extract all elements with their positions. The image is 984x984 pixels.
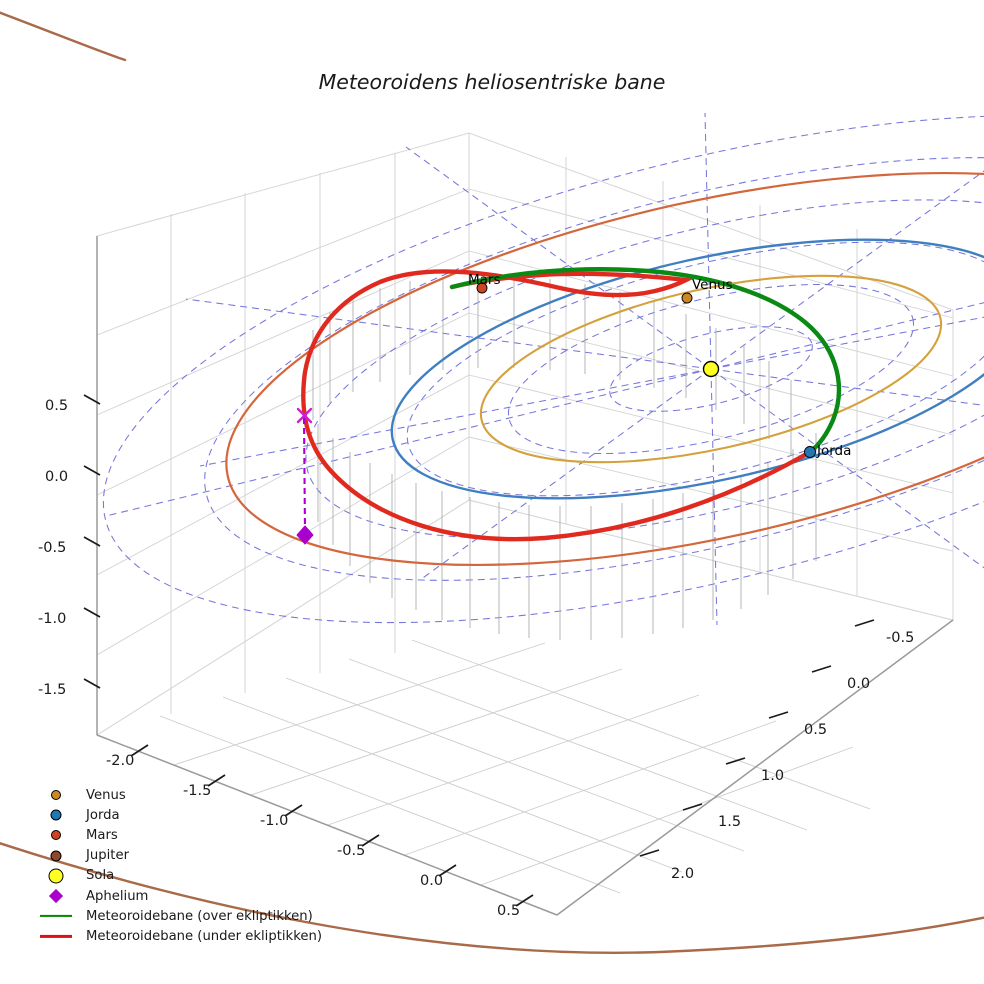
mars-marker-icon bbox=[476, 282, 488, 294]
x-tick-5: 0.5 bbox=[497, 903, 521, 919]
y-tick-3: 1.0 bbox=[761, 768, 785, 784]
legend-label-meteoroid-above: Meteoroidebane (over ekliptikken) bbox=[86, 908, 313, 924]
axis-spines bbox=[96, 236, 954, 916]
aphelium-legend-marker-icon bbox=[38, 886, 82, 906]
meteoroid-orbit-below-ecliptic bbox=[301, 269, 813, 542]
legend: Venus Jorda Mars Jupiter Sola bbox=[38, 785, 322, 947]
venus-legend-marker-icon bbox=[38, 785, 82, 805]
sola-marker-icon bbox=[702, 360, 720, 378]
legend-label-jorda: Jorda bbox=[86, 807, 120, 823]
legend-label-mars: Mars bbox=[86, 827, 118, 843]
y-tick-1: 0.0 bbox=[847, 676, 871, 692]
legend-label-jupiter: Jupiter bbox=[86, 848, 129, 864]
y-tick-0: -0.5 bbox=[886, 630, 915, 646]
x-tick-3: -0.5 bbox=[337, 843, 366, 859]
orbit-venus bbox=[479, 274, 943, 464]
z-tick-2: -0.5 bbox=[38, 540, 67, 556]
right-pane-gridlines bbox=[468, 157, 954, 596]
legend-item-meteoroid-below: Meteoroidebane (under ekliptikken) bbox=[38, 926, 322, 946]
mars-legend-marker-icon bbox=[38, 825, 82, 845]
floor-gridlines bbox=[159, 639, 871, 894]
legend-item-jupiter: Jupiter bbox=[38, 846, 322, 866]
z-tick-0: 0.5 bbox=[45, 398, 69, 414]
legend-item-venus: Venus bbox=[38, 785, 322, 805]
legend-item-jorda: Jorda bbox=[38, 805, 322, 825]
jorda-label: Jorda bbox=[817, 443, 852, 459]
legend-item-meteoroid-above: Meteoroidebane (over ekliptikken) bbox=[38, 906, 322, 926]
x-tick-2: -1.0 bbox=[260, 813, 289, 829]
x-tick-1: -1.5 bbox=[183, 783, 212, 799]
meteoroid-below-legend-line-icon bbox=[38, 926, 82, 946]
venus-label: Venus bbox=[692, 277, 733, 293]
legend-item-mars: Mars bbox=[38, 825, 322, 845]
legend-label-meteoroid-below: Meteoroidebane (under ekliptikken) bbox=[86, 928, 322, 944]
page-title: Meteoroidens heliosentriske bane bbox=[318, 70, 666, 94]
z-tick-1: 0.0 bbox=[45, 469, 69, 485]
y-tick-2: 0.5 bbox=[804, 722, 828, 738]
y-tick-5: 2.0 bbox=[671, 866, 695, 882]
legend-item-sola: Sola bbox=[38, 866, 322, 886]
venus-marker-icon bbox=[681, 292, 693, 304]
z-tick-4: -1.5 bbox=[38, 682, 67, 698]
jorda-legend-marker-icon bbox=[38, 805, 82, 825]
projection-droplines bbox=[312, 275, 817, 640]
aphelion-marker-icon bbox=[296, 525, 314, 545]
x-tick-0: -2.0 bbox=[106, 753, 135, 769]
legend-item-aphelium: Aphelium bbox=[38, 886, 322, 906]
orbit-mars bbox=[225, 172, 984, 566]
polar-grid-ecliptic bbox=[102, 112, 984, 626]
jorda-marker-icon bbox=[804, 446, 816, 458]
mars-label: Mars bbox=[468, 272, 501, 288]
x-tick-4: 0.0 bbox=[420, 873, 444, 889]
legend-label-venus: Venus bbox=[86, 787, 126, 803]
polar-grid-spokes bbox=[105, 112, 984, 626]
legend-label-aphelium: Aphelium bbox=[86, 888, 149, 904]
orbit-jorda bbox=[390, 238, 984, 500]
y-tick-4: 1.5 bbox=[718, 814, 742, 830]
sola-legend-marker-icon bbox=[38, 866, 82, 886]
axis-tickmarks bbox=[83, 394, 875, 907]
jupiter-legend-marker-icon bbox=[38, 846, 82, 866]
z-tick-3: -1.0 bbox=[38, 611, 67, 627]
legend-label-sola: Sola bbox=[86, 868, 115, 884]
meteoroid-above-legend-line-icon bbox=[38, 906, 82, 926]
aphelion-projection-cross-icon bbox=[296, 407, 313, 424]
meteoroid-orbit-above-ecliptic bbox=[449, 267, 841, 455]
aphelion-projection bbox=[296, 407, 314, 545]
orbit-jupiter bbox=[0, 11, 984, 954]
